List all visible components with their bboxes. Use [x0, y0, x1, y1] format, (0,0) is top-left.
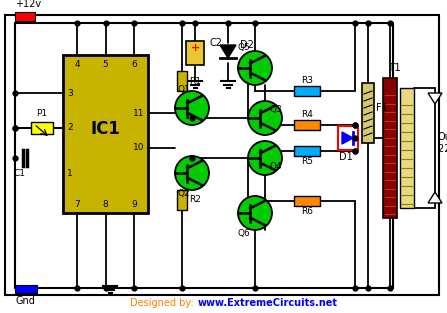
Text: R6: R6: [301, 207, 313, 216]
Text: R1: R1: [189, 76, 201, 85]
Polygon shape: [199, 119, 203, 122]
Circle shape: [238, 196, 272, 230]
Polygon shape: [342, 132, 353, 144]
Text: 5: 5: [103, 60, 108, 69]
Text: F1: F1: [376, 103, 388, 113]
Polygon shape: [262, 223, 266, 227]
Bar: [294, 86, 320, 96]
Text: Q1: Q1: [178, 85, 191, 94]
Bar: [294, 196, 320, 206]
Bar: [177, 71, 187, 91]
Circle shape: [175, 91, 209, 125]
Text: +: +: [191, 43, 201, 53]
Polygon shape: [272, 168, 276, 172]
Text: R2: R2: [189, 196, 201, 204]
Text: Designed by:: Designed by:: [130, 298, 197, 308]
Bar: [15, 285, 37, 293]
Polygon shape: [199, 183, 203, 187]
Polygon shape: [428, 192, 442, 203]
Bar: [338, 126, 358, 150]
Text: D2: D2: [240, 40, 254, 50]
Text: 9: 9: [131, 200, 137, 209]
Text: Q6: Q6: [237, 229, 250, 238]
Circle shape: [238, 51, 272, 85]
Bar: [400, 88, 414, 208]
Text: Q4: Q4: [269, 162, 282, 171]
Bar: [362, 83, 374, 143]
Text: 7: 7: [74, 200, 80, 209]
Text: R3: R3: [301, 76, 313, 85]
Circle shape: [248, 101, 282, 135]
Text: 6: 6: [131, 60, 137, 69]
Text: T1: T1: [388, 63, 401, 73]
Text: P1: P1: [37, 109, 47, 118]
Text: IC1: IC1: [90, 120, 120, 138]
Text: 1: 1: [67, 168, 73, 177]
Polygon shape: [262, 79, 266, 82]
Polygon shape: [428, 93, 442, 104]
Polygon shape: [220, 45, 236, 58]
Text: R5: R5: [301, 157, 313, 166]
Text: 4: 4: [74, 60, 80, 69]
Bar: [294, 146, 320, 156]
Polygon shape: [272, 129, 276, 132]
Circle shape: [175, 156, 209, 190]
Text: 10: 10: [132, 143, 144, 152]
Text: C1: C1: [13, 169, 25, 178]
Bar: [31, 122, 53, 134]
Text: 8: 8: [103, 200, 108, 209]
Text: Q3: Q3: [269, 105, 282, 114]
Bar: [63, 55, 148, 213]
Text: Gnd: Gnd: [15, 296, 35, 306]
Text: C2: C2: [210, 38, 223, 48]
Text: 3: 3: [67, 89, 73, 98]
Text: D1: D1: [339, 152, 353, 162]
Bar: [294, 120, 320, 130]
Bar: [177, 190, 187, 210]
Text: www.ExtremeCircuits.net: www.ExtremeCircuits.net: [198, 298, 338, 308]
Text: 2: 2: [67, 124, 72, 132]
Text: 11: 11: [132, 109, 144, 117]
Text: Output
220V AC: Output 220V AC: [438, 132, 447, 154]
Bar: [186, 41, 204, 65]
Bar: [383, 78, 397, 218]
Bar: [15, 12, 35, 21]
Text: +12v: +12v: [15, 0, 41, 9]
Text: Q5: Q5: [237, 43, 250, 52]
Text: R4: R4: [301, 110, 313, 119]
Circle shape: [248, 141, 282, 175]
Bar: [5, 15, 439, 295]
Text: Q2: Q2: [178, 189, 190, 198]
